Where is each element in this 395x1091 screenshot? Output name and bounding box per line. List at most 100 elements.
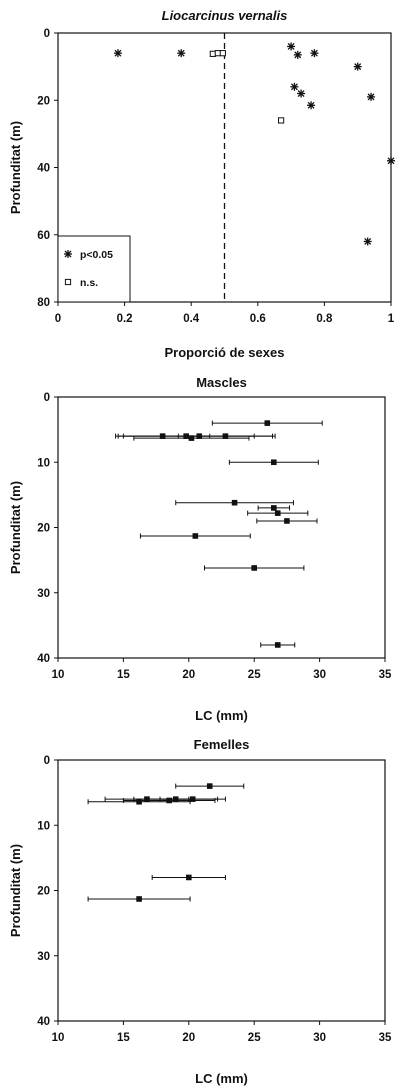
y-axis-label: Profunditat (m) — [8, 481, 23, 574]
chart-1: Liocarcinus vernalis 0 0.2 0.4 0.6 0.8 1 0 20 40 6… — [8, 8, 395, 360]
filled-square-marker — [166, 797, 172, 804]
y-tick-label: 80 — [37, 297, 50, 309]
asterisk-point — [310, 49, 319, 58]
y-axis-label: Profunditat (m) — [8, 844, 23, 937]
asterisk-stroke — [354, 63, 362, 71]
x-tick-label: 35 — [379, 669, 392, 681]
x-axis-label: Proporció de sexes — [165, 345, 285, 360]
filled-square-marker — [206, 783, 213, 789]
legend-label: n.s. — [80, 277, 98, 289]
x-axis-label: LC (mm) — [195, 1071, 248, 1086]
asterisk-stroke — [287, 42, 295, 50]
chart-title: Femelles — [194, 737, 250, 752]
y-tick-label: 20 — [37, 523, 50, 535]
asterisk-stroke — [294, 51, 302, 59]
x-tick-label: 20 — [182, 669, 195, 681]
y-tick-label: 0 — [44, 28, 50, 40]
y-axis-label: Profunditat (m) — [8, 121, 23, 214]
data-point — [175, 783, 245, 789]
x-tick-label: 30 — [313, 1032, 326, 1044]
asterisk-point — [297, 89, 306, 98]
x-tick-label: 15 — [117, 1032, 130, 1044]
filled-square-marker — [274, 510, 281, 516]
asterisk-stroke — [290, 83, 298, 91]
filled-square-marker — [271, 505, 277, 511]
asterisk-point — [367, 92, 376, 101]
asterisk-point — [363, 237, 372, 246]
x-tick-label: 0.2 — [117, 313, 133, 325]
asterisk-point — [293, 50, 302, 59]
filled-square-marker — [271, 459, 277, 466]
asterisk-point — [177, 49, 186, 58]
asterisk-stroke — [297, 90, 305, 97]
filled-square-marker — [136, 896, 142, 902]
asterisk-stroke — [177, 49, 185, 57]
data-point — [256, 518, 318, 524]
x-tick-label: 30 — [313, 669, 326, 681]
chart-3: Femelles 10 15 20 25 30 35 0 10 20 30 40 LC (mm) Prof… — [8, 737, 392, 1086]
open-square-point — [64, 278, 72, 286]
asterisk-stroke — [367, 93, 375, 101]
open-square-point — [214, 50, 221, 57]
x-tick-label: 25 — [248, 669, 261, 681]
filled-square-marker — [231, 499, 238, 506]
x-tick-label: 0.8 — [316, 313, 333, 325]
x-tick-label: 15 — [117, 669, 130, 681]
x-tick-label: 0.4 — [183, 313, 200, 325]
filled-square-marker — [251, 565, 257, 571]
open-square-point — [219, 50, 226, 57]
asterisk-stroke — [310, 49, 318, 57]
filled-square-marker — [222, 433, 229, 439]
y-tick-label: 40 — [37, 653, 50, 665]
chart-title: Liocarcinus vernalis — [162, 8, 288, 23]
filled-square-marker — [274, 642, 281, 648]
legend: p<0.05 n.s. — [57, 235, 131, 303]
data-point — [260, 642, 296, 648]
filled-square-marker — [192, 533, 199, 539]
x-tick-label: 25 — [248, 1032, 261, 1044]
asterisk-point — [307, 101, 316, 110]
filled-square-marker — [136, 798, 142, 805]
x-axis-label: LC (mm) — [195, 708, 248, 723]
y-tick-label: 30 — [37, 588, 50, 600]
asterisk-stroke — [364, 238, 372, 245]
data-point — [177, 433, 274, 439]
data-point — [139, 533, 251, 539]
data-point — [151, 874, 226, 881]
x-tick-label: 35 — [379, 1032, 392, 1044]
asterisk-stroke — [64, 250, 72, 258]
asterisk-stroke — [387, 157, 395, 165]
asterisk-stroke — [114, 49, 122, 57]
data-point — [257, 505, 291, 511]
open-square-point — [209, 50, 216, 57]
data-point — [211, 420, 323, 426]
x-tick-label: 20 — [182, 1032, 195, 1044]
filled-square-marker — [284, 518, 290, 524]
y-tick-label: 40 — [37, 163, 50, 175]
y-tick-label: 10 — [37, 457, 50, 469]
y-tick-label: 20 — [37, 95, 50, 107]
y-tick-label: 20 — [37, 886, 50, 898]
x-tick-label: 1 — [388, 313, 395, 325]
filled-square-marker — [189, 796, 196, 802]
asterisk-point — [387, 156, 395, 165]
filled-square-marker — [188, 435, 195, 441]
data-point — [87, 896, 191, 902]
asterisk-point — [113, 49, 122, 58]
asterisk-point — [353, 62, 362, 71]
y-tick-label: 60 — [37, 230, 50, 242]
y-tick-label: 0 — [44, 392, 50, 404]
asterisk-point — [290, 82, 299, 91]
asterisk-point — [287, 42, 296, 51]
y-tick-label: 40 — [37, 1016, 50, 1028]
x-tick-label: 0 — [55, 313, 61, 325]
filled-square-marker — [186, 874, 192, 881]
y-tick-label: 10 — [37, 820, 50, 832]
data-point — [203, 565, 305, 571]
legend-label: p<0.05 — [80, 249, 113, 261]
data-point — [228, 459, 319, 466]
x-tick-label: 0.6 — [250, 313, 266, 325]
data-point — [247, 510, 309, 516]
asterisk-stroke — [307, 101, 315, 109]
